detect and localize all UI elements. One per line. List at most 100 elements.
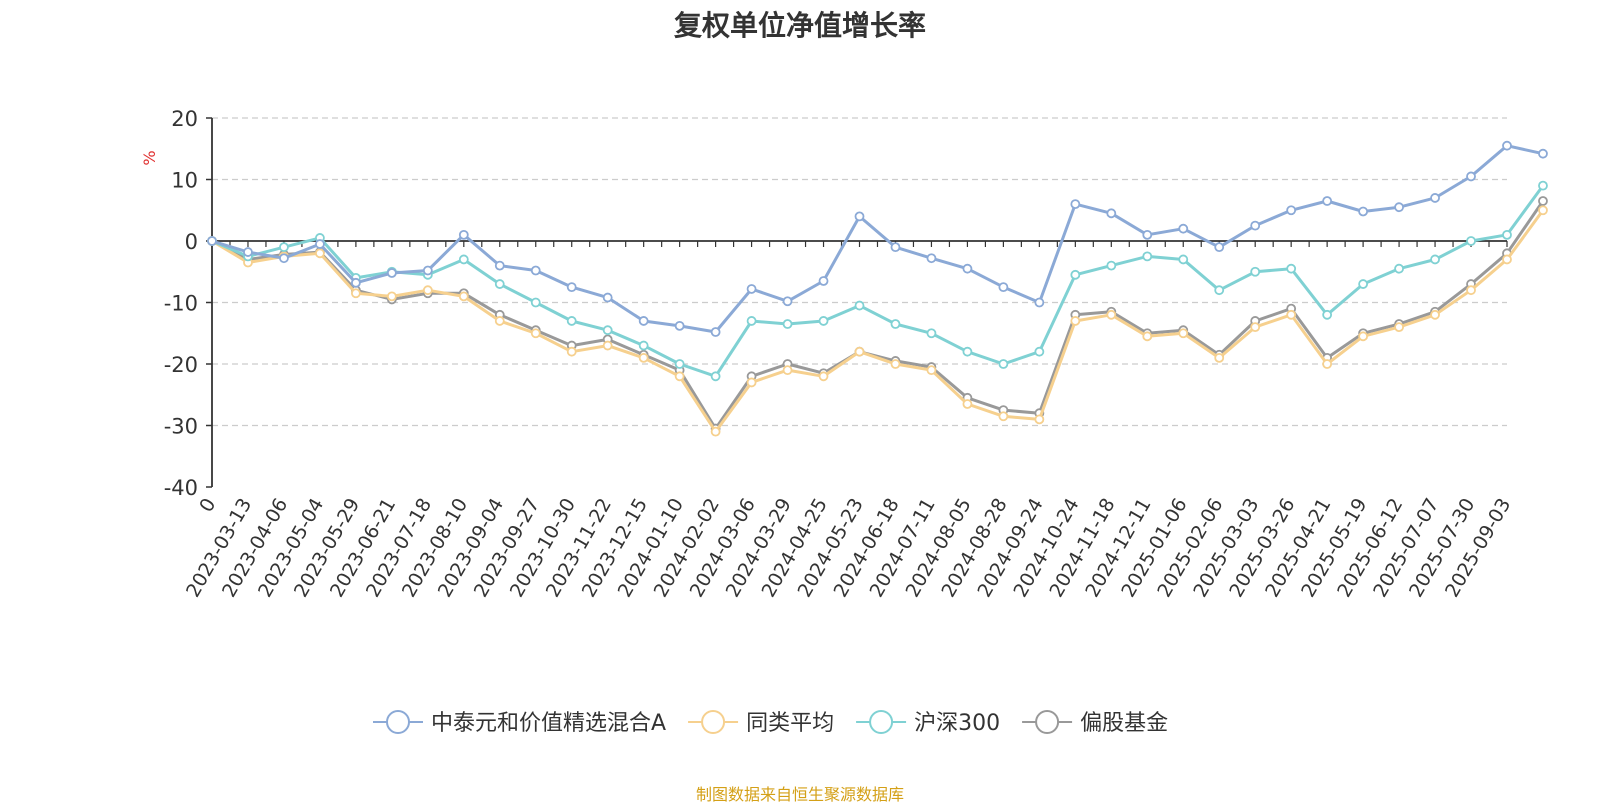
- data-point: [350, 277, 361, 288]
- data-point: [422, 285, 433, 296]
- series-line: [210, 208, 1545, 434]
- legend-item[interactable]: 偏股基金: [1022, 710, 1168, 736]
- data-point: [1178, 254, 1189, 265]
- data-point: [1214, 242, 1225, 253]
- x-tick-label: 0: [195, 495, 220, 516]
- data-point: [1430, 309, 1440, 320]
- data-point: [1358, 206, 1369, 217]
- legend-label: 同类平均: [746, 711, 834, 736]
- y-tick-label: -10: [164, 292, 198, 316]
- data-point: [926, 253, 937, 264]
- data-point: [1466, 171, 1476, 182]
- data-point: [494, 279, 505, 289]
- data-point: [458, 229, 469, 240]
- legend: 中泰元和价值精选混合A 同类平均 沪深300 偏股基金: [373, 710, 1168, 736]
- data-point: [674, 359, 685, 369]
- data-point: [1322, 359, 1333, 369]
- data-point: [602, 325, 613, 336]
- data-point: [458, 254, 469, 265]
- data-point: [1070, 316, 1081, 326]
- data-point: [1538, 196, 1548, 206]
- data-point: [1178, 328, 1189, 339]
- axis-layer: 20100-10-20-30-4002023-03-132023-04-0620…: [164, 107, 1516, 601]
- data-point: [890, 359, 901, 369]
- data-point: [1466, 236, 1476, 246]
- data-point: [1538, 180, 1548, 191]
- data-point: [243, 247, 253, 257]
- legend-marker: [701, 710, 726, 734]
- chart-title: 复权单位净值增长率: [673, 9, 926, 42]
- data-point: [566, 316, 577, 326]
- data-point: [1250, 220, 1261, 231]
- data-point: [602, 292, 613, 303]
- legend-item[interactable]: 沪深300: [856, 710, 1000, 736]
- data-point: [782, 319, 793, 329]
- data-point: [962, 346, 973, 357]
- data-point: [494, 260, 505, 271]
- data-point: [1502, 140, 1512, 151]
- legend-item[interactable]: 中泰元和价值精选混合A: [373, 710, 666, 736]
- data-point: [1358, 279, 1369, 289]
- data-point: [530, 328, 541, 339]
- data-point: [674, 371, 685, 382]
- data-point: [782, 296, 793, 307]
- y-tick-label: 20: [171, 107, 198, 131]
- legend-marker: [869, 710, 894, 734]
- data-point: [1286, 263, 1297, 274]
- series-1: [207, 205, 1548, 437]
- data-point: [1322, 196, 1333, 206]
- data-point: [315, 248, 325, 259]
- data-point: [962, 263, 973, 274]
- data-point: [1034, 346, 1045, 357]
- data-point: [530, 297, 541, 308]
- data-point: [890, 319, 901, 329]
- y-tick-label: -20: [164, 353, 198, 377]
- data-point: [818, 276, 829, 286]
- data-point: [1070, 269, 1081, 280]
- data-point: [1034, 297, 1045, 308]
- data-point: [674, 320, 685, 331]
- data-point: [998, 359, 1009, 369]
- legend-marker: [1035, 710, 1060, 734]
- data-point: [1250, 322, 1261, 333]
- data-point: [1394, 202, 1404, 213]
- data-point: [1286, 309, 1297, 320]
- data-point: [926, 365, 937, 376]
- data-point: [1178, 223, 1189, 234]
- data-point: [1538, 148, 1548, 159]
- data-point: [386, 291, 397, 302]
- data-point: [315, 239, 325, 249]
- data-point: [1106, 260, 1117, 271]
- data-point: [998, 282, 1009, 293]
- data-point: [746, 316, 757, 326]
- y-axis-label: %: [140, 150, 159, 165]
- data-point: [1322, 309, 1333, 320]
- data-point: [998, 411, 1009, 422]
- data-point: [1286, 205, 1297, 216]
- data-point: [350, 288, 361, 299]
- data-point: [818, 316, 829, 326]
- legend-label: 中泰元和价值精选混合A: [431, 711, 666, 736]
- data-point: [279, 242, 289, 253]
- data-point: [746, 377, 757, 388]
- data-point: [638, 316, 649, 326]
- series-line: [210, 184, 1545, 378]
- data-point: [638, 340, 649, 351]
- legend-label: 沪深300: [914, 711, 1000, 736]
- data-point: [494, 316, 505, 326]
- data-point: [638, 352, 649, 363]
- legend-item[interactable]: 同类平均: [688, 710, 834, 736]
- data-point: [746, 284, 757, 294]
- data-point: [1358, 331, 1369, 342]
- data-point: [1142, 251, 1153, 262]
- y-tick-label: -40: [164, 476, 198, 500]
- data-point: [890, 242, 901, 253]
- data-point: [1034, 414, 1045, 425]
- data-point: [1214, 285, 1225, 296]
- data-point: [926, 328, 937, 339]
- data-point: [1214, 352, 1225, 363]
- legend-label: 偏股基金: [1080, 711, 1168, 736]
- data-point: [854, 211, 865, 222]
- data-point: [1466, 285, 1476, 296]
